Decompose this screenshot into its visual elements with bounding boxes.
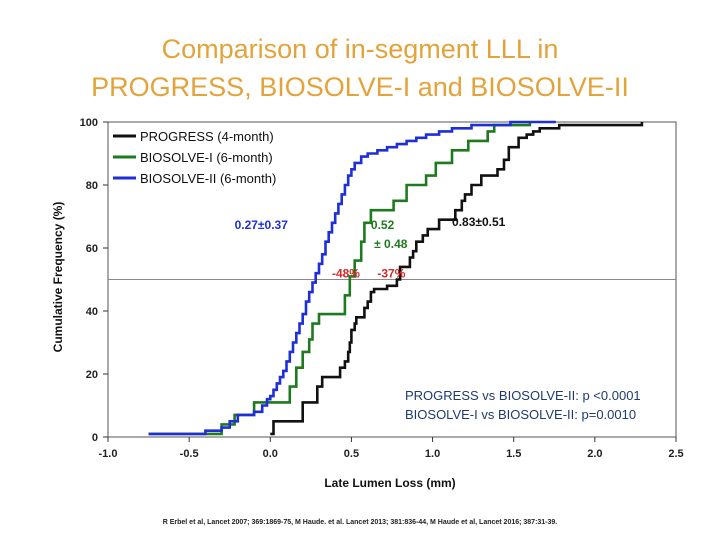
legend: PROGRESS (4-month) BIOSOLVE-I (6-month) BI…: [113, 129, 276, 186]
y-tick-label: 100: [80, 117, 98, 129]
x-tick-label: 1.5: [506, 448, 521, 460]
title-line-1: Comparison of in-segment LLL in: [161, 34, 559, 64]
p-value-box: PROGRESS vs BIOSOLVE-II: p <0.0001 BIOSOL…: [405, 388, 641, 422]
axis-ticks: -1.0 -0.5 0.0 0.5 1.0 1.5 2.0 2.5 0 20 40 60 80 100: [80, 117, 684, 460]
y-tick-label: 60: [86, 243, 98, 255]
x-tick-label: 0.0: [263, 448, 278, 460]
annotations: 0.27±0.37 0.52 ± 0.48 0.83±0.51 -48% -37%: [235, 215, 506, 281]
annotation-label: 0.83±0.51: [452, 215, 506, 229]
p-value-line: BIOSOLVE-I vs BIOSOLVE-II: p=0.0010: [405, 407, 636, 422]
series-line-2: [148, 120, 556, 436]
annotation-label: 0.27±0.37: [235, 218, 289, 232]
y-axis-label: Cumulative Frequency (%): [51, 202, 65, 353]
legend-label: BIOSOLVE-I (6-month): [140, 150, 273, 165]
y-tick-label: 0: [92, 432, 98, 444]
y-tick-label: 20: [86, 369, 98, 381]
slide-title: Comparison of in-segment LLL in PROGRESS…: [0, 30, 720, 106]
series-line-1: [148, 122, 532, 436]
p-value-line: PROGRESS vs BIOSOLVE-II: p <0.0001: [405, 388, 641, 403]
legend-label: PROGRESS (4-month): [140, 129, 274, 144]
x-tick-label: 2.5: [668, 448, 683, 460]
annotation-label: ± 0.48: [374, 237, 408, 251]
x-tick-label: 0.5: [344, 448, 359, 460]
title-line-2: PROGRESS, BIOSOLVE-I and BIOSOLVE-II: [91, 72, 629, 102]
x-tick-label: 2.0: [587, 448, 602, 460]
y-tick-label: 80: [86, 180, 98, 192]
series-line-0: [270, 122, 644, 436]
reference-citation: R Erbel et al, Lancet 2007; 369:1869-75,…: [162, 519, 558, 526]
series-lines: [148, 120, 644, 436]
y-tick-label: 40: [86, 306, 98, 318]
annotation-label: 0.52: [371, 218, 395, 232]
legend-label: BIOSOLVE-II (6-month): [140, 171, 276, 186]
x-axis-label: Late Lumen Loss (mm): [324, 476, 455, 490]
x-tick-label: -1.0: [99, 448, 118, 460]
annotation-label: -48%: [332, 267, 360, 281]
annotation-label: -37%: [377, 267, 405, 281]
x-tick-label: 1.0: [425, 448, 440, 460]
x-tick-label: -0.5: [180, 448, 199, 460]
